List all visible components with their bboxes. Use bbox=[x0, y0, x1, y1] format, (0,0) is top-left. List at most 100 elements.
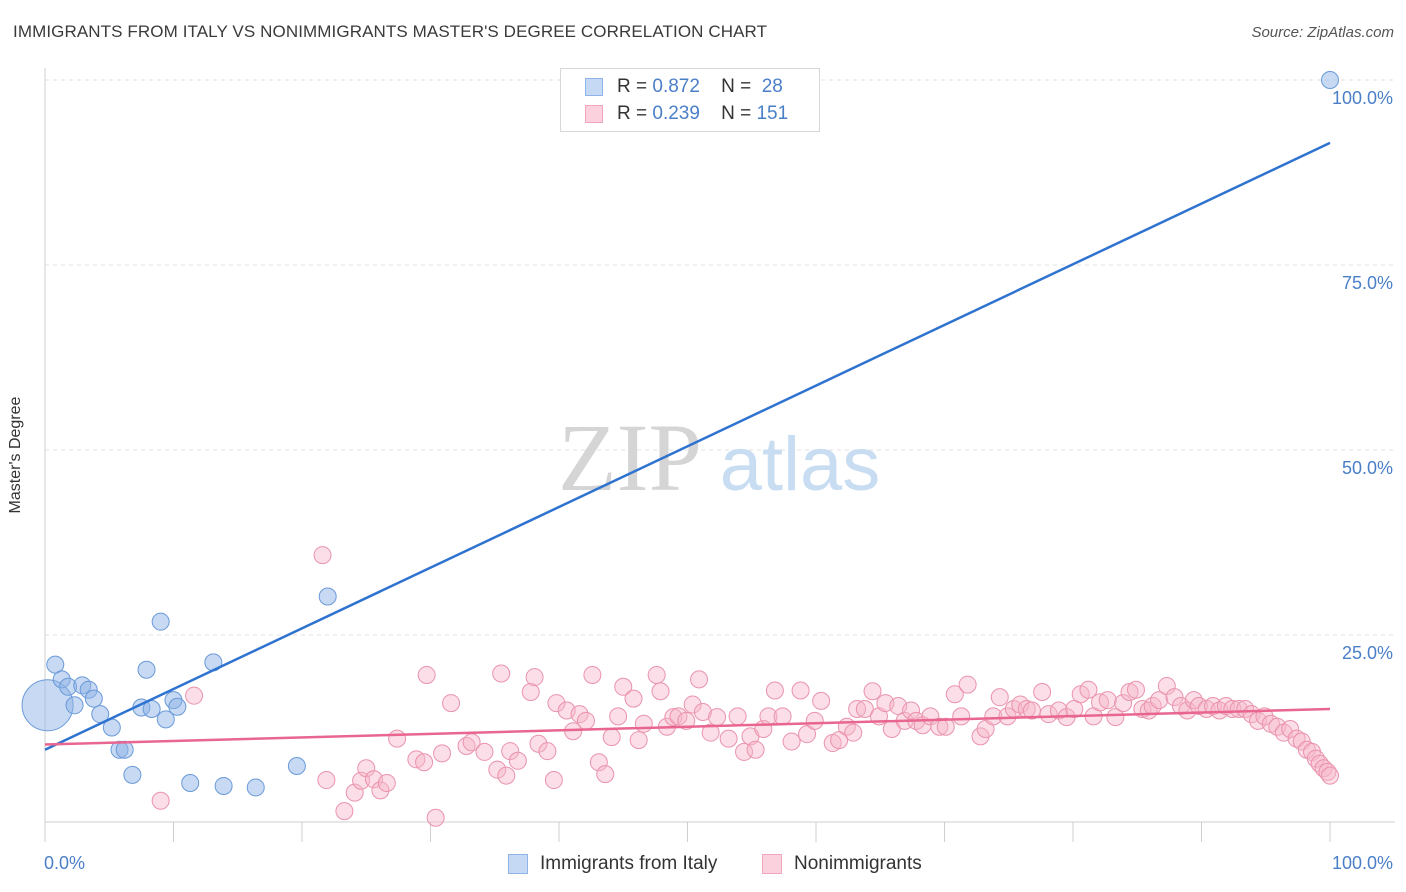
nonimmigrants-point bbox=[185, 686, 204, 705]
nonimmigrants-point bbox=[570, 705, 589, 724]
nonimmigrants-point bbox=[1184, 691, 1203, 710]
nonimmigrants-point bbox=[497, 766, 516, 785]
nonimmigrants-point bbox=[335, 802, 354, 821]
italy-point bbox=[168, 697, 187, 716]
nonimmigrants-point bbox=[1165, 688, 1184, 707]
nonimmigrants-point bbox=[990, 688, 1009, 707]
nonimmigrants-point bbox=[614, 677, 633, 696]
legend-n-value: 28 bbox=[761, 76, 783, 97]
nonimmigrants-point bbox=[782, 732, 801, 751]
x-tick-label: 100.0% bbox=[1332, 853, 1393, 873]
italy-trend-line bbox=[44, 141, 1331, 751]
nonimmigrants-point bbox=[812, 691, 831, 710]
bottom-legend-label-italy: Immigrants from Italy bbox=[540, 853, 718, 874]
nonimmigrants-point bbox=[1106, 708, 1125, 727]
nonimmigrants-point bbox=[544, 771, 563, 790]
nonimmigrants-point bbox=[345, 783, 364, 802]
nonimmigrants-point bbox=[791, 681, 810, 700]
nonimmigrants-trend-line bbox=[44, 707, 1331, 746]
italy-point bbox=[151, 612, 170, 631]
nonimmigrants-point bbox=[602, 728, 621, 747]
nonimmigrants-point bbox=[1223, 700, 1242, 718]
nonimmigrants-point bbox=[945, 685, 964, 704]
stats-legend: R = 0.872 N = 28 R = 0.239 N = 151 bbox=[560, 68, 820, 132]
nonimmigrants-point bbox=[629, 731, 648, 750]
y-tick-label: 25.0% bbox=[1342, 643, 1393, 663]
italy-points bbox=[21, 71, 1339, 797]
nonimmigrants-point bbox=[624, 689, 643, 708]
nonimmigrants-point bbox=[863, 682, 882, 701]
nonimmigrants-point bbox=[936, 717, 955, 736]
nonimmigrants-point bbox=[313, 546, 332, 565]
nonimmigrants-point bbox=[902, 701, 921, 720]
legend-row-italy: R = 0.872 N = 28 bbox=[585, 75, 783, 99]
bottom-legend-nonimmigrants: Nonimmigrants bbox=[762, 851, 922, 877]
nonimmigrants-point bbox=[433, 744, 452, 763]
italy-point bbox=[318, 587, 337, 606]
nonimmigrants-point bbox=[508, 751, 527, 770]
nonimmigrants-point bbox=[525, 668, 544, 687]
nonimmigrants-point bbox=[735, 742, 754, 761]
nonimmigrants-point bbox=[746, 740, 765, 759]
nonimmigrants-point bbox=[1114, 694, 1133, 713]
italy-point bbox=[214, 776, 233, 795]
bottom-legend-swatch-italy bbox=[508, 854, 528, 874]
nonimmigrants-point bbox=[1281, 719, 1300, 738]
bottom-legend-italy: Immigrants from Italy bbox=[508, 851, 717, 877]
nonimmigrants-point bbox=[984, 707, 1003, 726]
italy-point bbox=[65, 696, 84, 715]
nonimmigrants-point bbox=[930, 717, 949, 736]
nonimmigrants-point bbox=[501, 742, 520, 761]
watermark-zip: ZIP bbox=[558, 404, 702, 511]
nonimmigrants-point bbox=[683, 695, 702, 714]
legend-row-nonimmigrants: R = 0.239 N = 151 bbox=[585, 102, 788, 126]
nonimmigrants-point bbox=[457, 737, 476, 755]
nonimmigrants-point bbox=[1150, 691, 1169, 710]
nonimmigrants-point bbox=[855, 700, 874, 718]
italy-point bbox=[246, 778, 265, 797]
nonimmigrants-point bbox=[805, 711, 824, 730]
bottom-legend-swatch-nonimmigrants bbox=[762, 854, 782, 874]
y-tick-label: 50.0% bbox=[1342, 458, 1393, 478]
nonimmigrants-point bbox=[848, 700, 867, 718]
legend-swatch-italy bbox=[585, 78, 603, 96]
nonimmigrants-point bbox=[719, 729, 738, 748]
legend-r-label: R = bbox=[617, 76, 648, 97]
nonimmigrants-point bbox=[1098, 691, 1117, 710]
y-tick-label: 100.0% bbox=[1332, 88, 1393, 108]
nonimmigrants-point bbox=[1178, 701, 1197, 720]
italy-point bbox=[84, 689, 103, 708]
nonimmigrants-point bbox=[1079, 680, 1098, 699]
tick-labels: 25.0% 50.0% 75.0% 100.0% 0.0% 100.0% bbox=[44, 88, 1393, 873]
legend-r-label: R = bbox=[617, 103, 648, 124]
nonimmigrants-point bbox=[596, 765, 615, 784]
nonimmigrants-point bbox=[377, 774, 396, 792]
nonimmigrants-point bbox=[1022, 701, 1041, 720]
legend-n-label: N = bbox=[721, 103, 752, 124]
italy-point bbox=[181, 774, 200, 792]
legend-n-label: N = bbox=[721, 76, 752, 97]
legend-swatch-nonimmigrants bbox=[585, 105, 603, 123]
nonimmigrants-point bbox=[371, 781, 390, 800]
nonimmigrants-point bbox=[492, 664, 511, 683]
nonimmigrants-point bbox=[415, 753, 434, 772]
nonimmigrants-point bbox=[317, 771, 336, 790]
y-tick-label: 75.0% bbox=[1342, 273, 1393, 293]
nonimmigrants-point bbox=[1287, 729, 1306, 748]
nonimmigrants-point bbox=[830, 731, 849, 750]
nonimmigrants-point bbox=[417, 665, 436, 684]
legend-n-value: 151 bbox=[756, 103, 789, 124]
nonimmigrants-point bbox=[1039, 705, 1058, 724]
nonimmigrants-point bbox=[1126, 680, 1145, 699]
bottom-legend-label-nonimmigrants: Nonimmigrants bbox=[794, 853, 922, 874]
italy-point bbox=[137, 660, 156, 679]
nonimmigrants-point bbox=[151, 791, 170, 810]
nonimmigrants-point bbox=[426, 808, 445, 827]
nonimmigrants-point bbox=[773, 707, 792, 726]
nonimmigrants-point bbox=[798, 725, 817, 744]
nonimmigrants-point bbox=[529, 734, 548, 753]
italy-point bbox=[1321, 71, 1339, 89]
trend-lines bbox=[44, 141, 1331, 751]
nonimmigrants-point bbox=[388, 729, 407, 748]
nonimmigrants-point bbox=[634, 714, 653, 733]
